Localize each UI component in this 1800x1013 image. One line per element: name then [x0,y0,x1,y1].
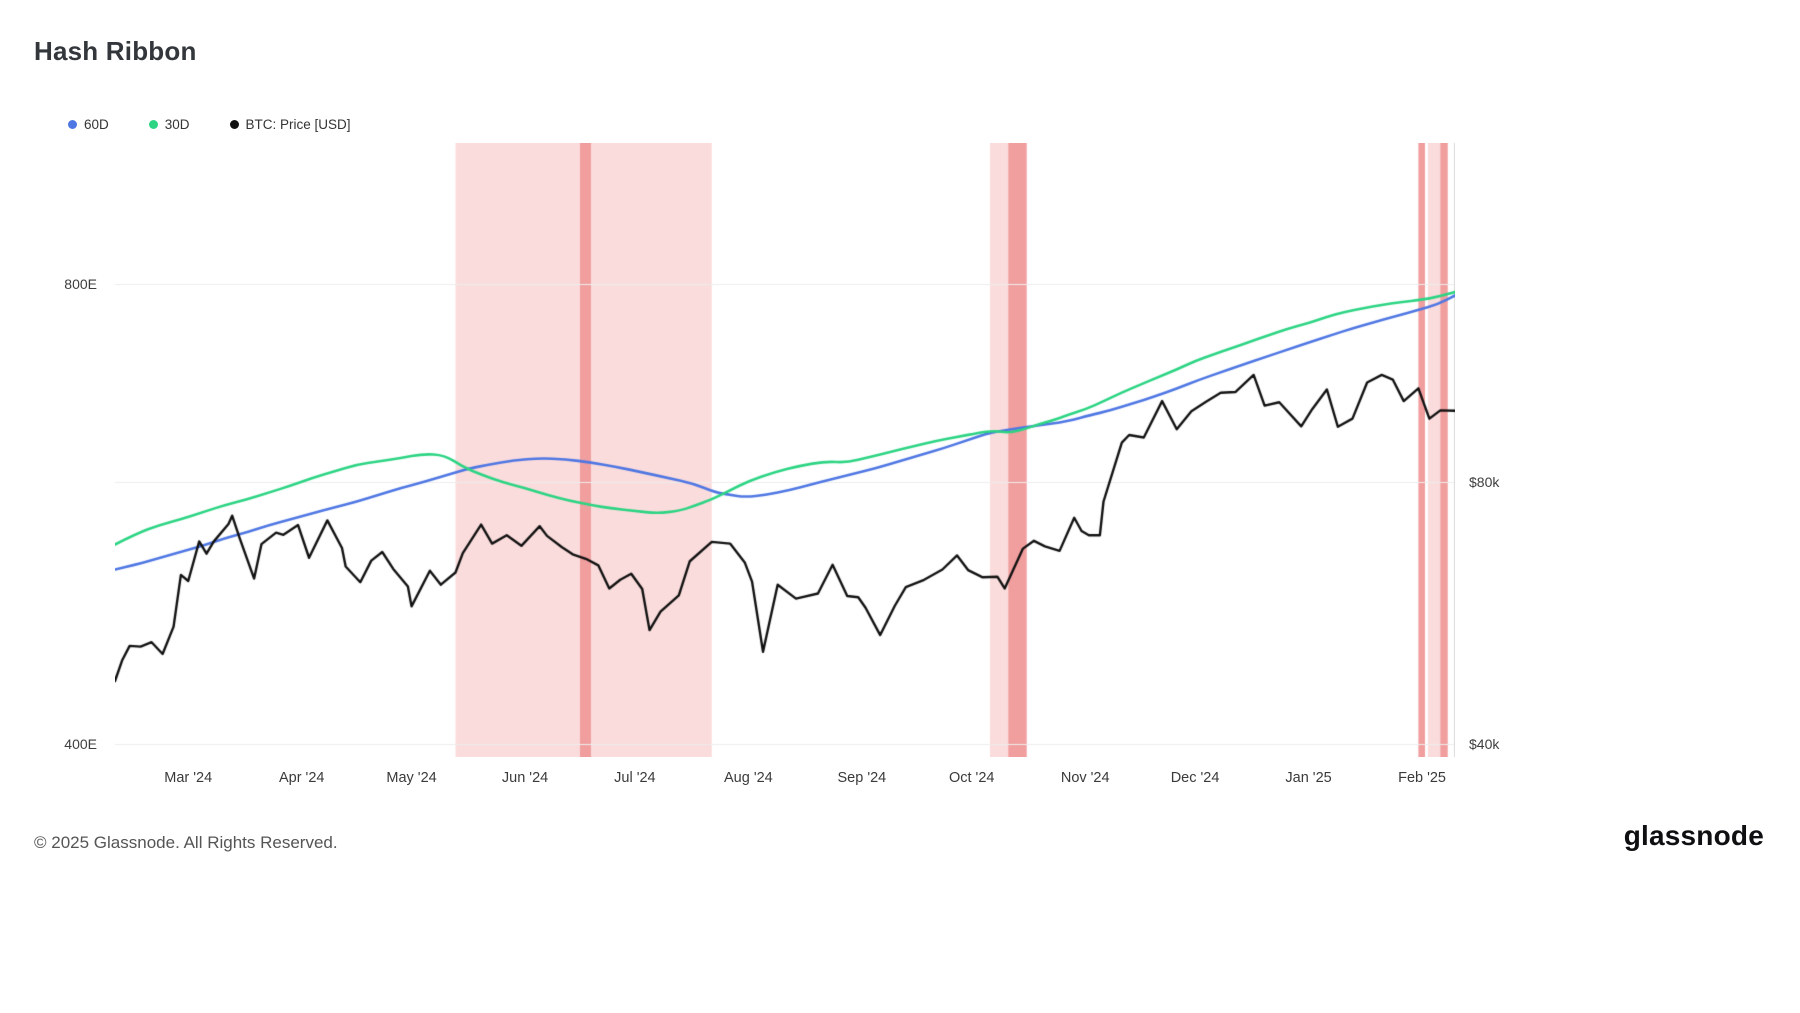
y-tick-label-left: 800E [64,275,97,292]
x-tick-label: Feb '25 [1398,770,1447,786]
x-tick-label: Oct '24 [948,770,995,786]
legend-item-btc-price-usd[interactable]: BTC: Price [USD] [229,117,351,132]
x-tick-label: Jan '25 [1285,770,1332,786]
legend-dot-icon [229,120,239,129]
legend-dot-icon [68,120,77,129]
copyright-text: © 2025 Glassnode. All Rights Reserved. [34,833,338,852]
x-tick-label: Mar '24 [164,770,213,786]
x-tick-label: Jun '24 [501,770,549,786]
chart-canvas[interactable] [115,143,1455,757]
x-tick-label: May '24 [386,770,437,786]
y-tick-label-right: $40k [1469,735,1500,752]
x-tick-label: Dec '24 [1170,770,1220,786]
glassnode-logo: glassnode [1623,820,1764,851]
legend-item-60d[interactable]: 60D [68,117,109,132]
legend-label: BTC: Price [USD] [245,117,351,132]
x-tick-label: Aug '24 [724,770,773,786]
x-tick-label: Sep '24 [837,770,887,786]
x-tick-label: Jul '24 [614,770,656,786]
y-tick-label-left: 400E [64,735,97,752]
page-title: Hash Ribbon [34,36,197,66]
legend-item-30d[interactable]: 30D [148,117,190,132]
x-tick-label: Apr '24 [278,770,325,786]
y-tick-label-right: $80k [1469,473,1500,490]
legend-label: 30D [164,117,190,132]
legend-dot-icon [148,120,158,129]
legend-label: 60D [84,117,109,132]
chart-legend: 60D 30D BTC: Price [USD] [68,117,351,132]
x-tick-label: Nov '24 [1060,770,1110,786]
